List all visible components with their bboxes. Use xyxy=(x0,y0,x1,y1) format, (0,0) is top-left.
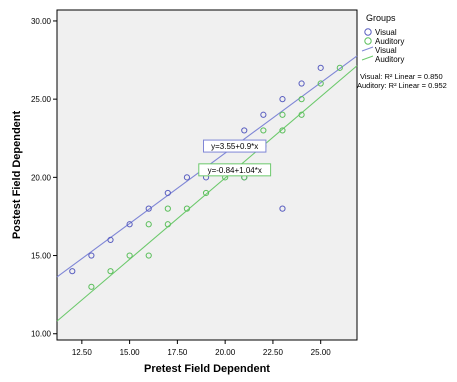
legend-title: Groups xyxy=(366,13,396,23)
point-auditory xyxy=(145,252,152,259)
legend-auditory-marker xyxy=(364,37,372,45)
point-auditory xyxy=(88,283,95,290)
x-axis-label: Pretest Field Dependent xyxy=(144,363,270,375)
point-auditory xyxy=(126,252,133,259)
point-auditory xyxy=(336,64,343,71)
legend-auditory-line-label: Auditory xyxy=(375,55,404,64)
point-visual xyxy=(279,96,286,103)
y-tick-label: 15.00 xyxy=(31,252,52,261)
point-auditory xyxy=(145,221,152,228)
x-axis-ticks: 12.50 15.00 17.50 20.00 22.50 25.00 xyxy=(72,340,331,357)
point-auditory xyxy=(164,221,171,228)
y-tick-label: 25.00 xyxy=(31,95,52,104)
fit-label-box-visual xyxy=(203,139,267,153)
x-tick-label: 15.00 xyxy=(120,348,141,357)
point-visual xyxy=(183,174,191,181)
point-auditory xyxy=(164,205,171,212)
x-tick-label: 25.00 xyxy=(311,348,332,357)
point-visual xyxy=(69,268,76,275)
x-tick-label: 12.50 xyxy=(72,348,93,357)
point-auditory xyxy=(202,189,210,197)
legend-visual-line xyxy=(361,46,374,52)
x-tick-label: 20.00 xyxy=(215,348,236,357)
legend-visual-marker xyxy=(364,28,372,36)
x-tick-label: 17.50 xyxy=(167,348,188,357)
legend-auditory-r2: Auditory: R² Linear = 0.952 xyxy=(357,81,447,90)
point-auditory xyxy=(260,127,267,134)
point-auditory xyxy=(317,80,324,87)
fit-line-auditory xyxy=(56,65,358,322)
fit-labels: y=3.55+0.9*x y=-0.84+1.04*x xyxy=(198,139,272,177)
point-auditory xyxy=(298,96,305,103)
point-visual xyxy=(126,221,133,228)
point-visual xyxy=(88,252,95,259)
legend-visual-line-label: Visual xyxy=(375,46,397,55)
point-visual xyxy=(317,64,324,71)
y-axis-ticks: 10.00 15.00 20.00 25.00 30.00 xyxy=(31,17,57,339)
fit-label-box-auditory xyxy=(198,163,272,177)
y-tick-label: 10.00 xyxy=(31,330,52,339)
point-visual xyxy=(145,205,152,212)
point-visual xyxy=(260,111,267,118)
fit-label-auditory: y=-0.84+1.04*x xyxy=(208,166,262,175)
point-auditory xyxy=(279,127,286,134)
point-auditory xyxy=(183,205,191,212)
point-auditory xyxy=(279,111,286,118)
y-tick-label: 20.00 xyxy=(31,173,52,182)
points-layer xyxy=(69,64,343,290)
point-visual xyxy=(241,127,248,134)
legend-auditory-line xyxy=(361,55,374,61)
point-visual xyxy=(107,236,114,244)
legend-visual-r2: Visual: R² Linear = 0.850 xyxy=(360,72,443,81)
legend-visual-marker-label: Visual xyxy=(375,28,397,37)
point-auditory xyxy=(298,111,305,118)
fit-label-visual: y=3.55+0.9*x xyxy=(211,142,258,151)
point-visual xyxy=(164,189,171,197)
x-tick-label: 22.50 xyxy=(263,348,284,357)
y-tick-label: 30.00 xyxy=(31,17,52,26)
legend-auditory-marker-label: Auditory xyxy=(375,37,404,46)
point-auditory xyxy=(107,268,114,275)
point-visual xyxy=(279,205,286,212)
y-axis-label: Postest Field Dependent xyxy=(11,110,23,239)
legend: Groups Visual Auditory Visual Auditory V… xyxy=(357,13,447,90)
point-visual xyxy=(298,80,305,87)
